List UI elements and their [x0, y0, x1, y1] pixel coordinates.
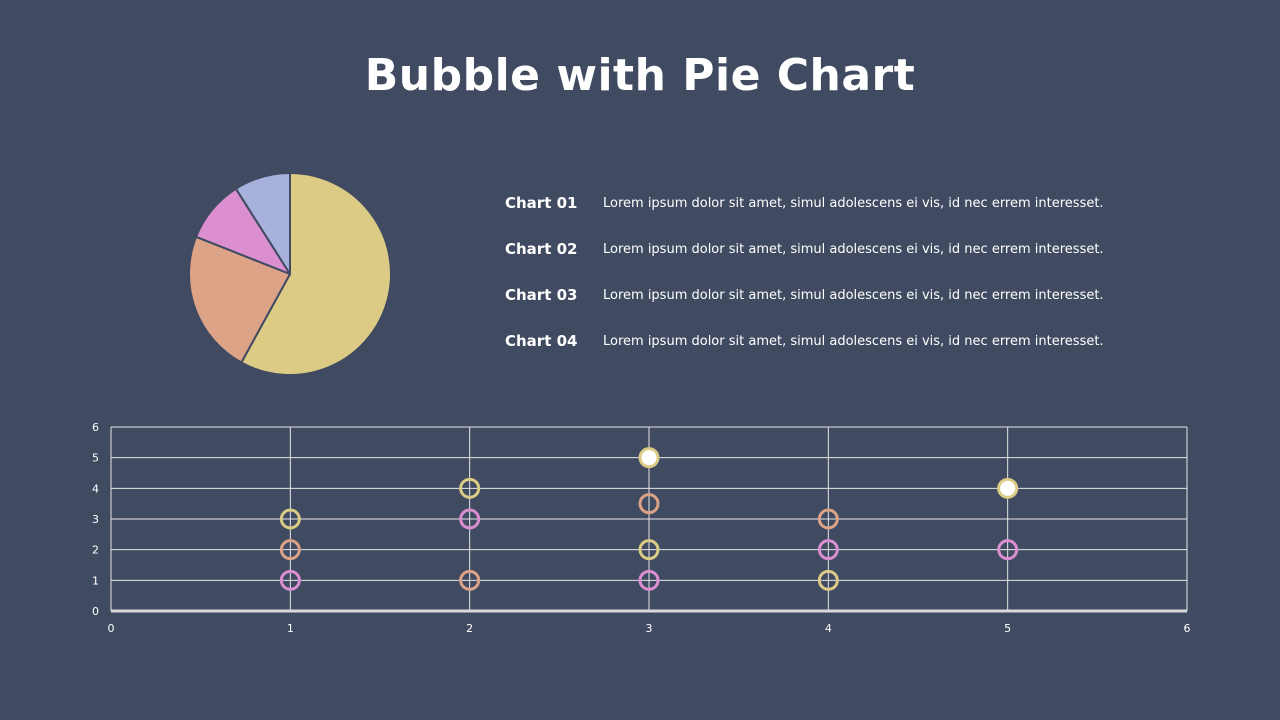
bubble-point [638, 569, 660, 591]
legend-description: Lorem ipsum dolor sit amet, simul adoles… [603, 333, 1104, 349]
bubble-point [459, 508, 481, 530]
y-tick-label: 2 [92, 544, 99, 557]
y-tick-label: 3 [92, 513, 99, 526]
page-title: Bubble with Pie Chart [364, 50, 916, 101]
legend-label: Chart 01 [505, 194, 578, 212]
legend-label: Chart 02 [505, 240, 578, 258]
x-tick-label: 1 [287, 622, 294, 635]
legend-label: Chart 04 [505, 332, 578, 350]
bubble-point [997, 539, 1019, 561]
bubble-point [638, 447, 660, 469]
x-tick-label: 2 [466, 622, 473, 635]
bubble-point [279, 539, 301, 561]
y-tick-label: 5 [92, 452, 99, 465]
legend-item-chart-01: Chart 01 Lorem ipsum dolor sit amet, sim… [505, 190, 1225, 216]
bubble-point [638, 493, 660, 515]
legend-item-chart-02: Chart 02 Lorem ipsum dolor sit amet, sim… [505, 236, 1225, 262]
pie-slice-4 [234, 172, 291, 275]
bubble-point [279, 569, 301, 591]
bubble-point [997, 477, 1019, 499]
legend-item-chart-03: Chart 03 Lorem ipsum dolor sit amet, sim… [505, 282, 1225, 308]
x-tick-label: 6 [1184, 622, 1191, 635]
x-tick-label: 3 [646, 622, 653, 635]
bubble-point [817, 569, 839, 591]
y-tick-label: 4 [92, 482, 99, 495]
pie-chart [188, 172, 392, 376]
y-tick-label: 0 [92, 605, 99, 618]
y-tick-label: 1 [92, 574, 99, 587]
legend-description: Lorem ipsum dolor sit amet, simul adoles… [603, 195, 1104, 211]
y-tick-label: 6 [92, 421, 99, 434]
bubble-point [459, 477, 481, 499]
bubble-point [638, 539, 660, 561]
x-tick-label: 0 [108, 622, 115, 635]
legend-list: Chart 01 Lorem ipsum dolor sit amet, sim… [505, 190, 1225, 374]
legend-item-chart-04: Chart 04 Lorem ipsum dolor sit amet, sim… [505, 328, 1225, 354]
x-tick-label: 5 [1004, 622, 1011, 635]
x-tick-label: 4 [825, 622, 832, 635]
pie-slice-2 [188, 235, 291, 364]
legend-description: Lorem ipsum dolor sit amet, simul adoles… [603, 241, 1104, 257]
pie-slice-1 [240, 172, 392, 376]
bubble-point [279, 508, 301, 530]
bubble-point [459, 569, 481, 591]
legend-label: Chart 03 [505, 286, 578, 304]
bubble-point [817, 539, 839, 561]
bubble-chart: 0 1 2 3 4 5 6 0 1 2 3 4 5 6 [92, 421, 1191, 635]
bubble-point [817, 508, 839, 530]
legend-description: Lorem ipsum dolor sit amet, simul adoles… [603, 287, 1104, 303]
